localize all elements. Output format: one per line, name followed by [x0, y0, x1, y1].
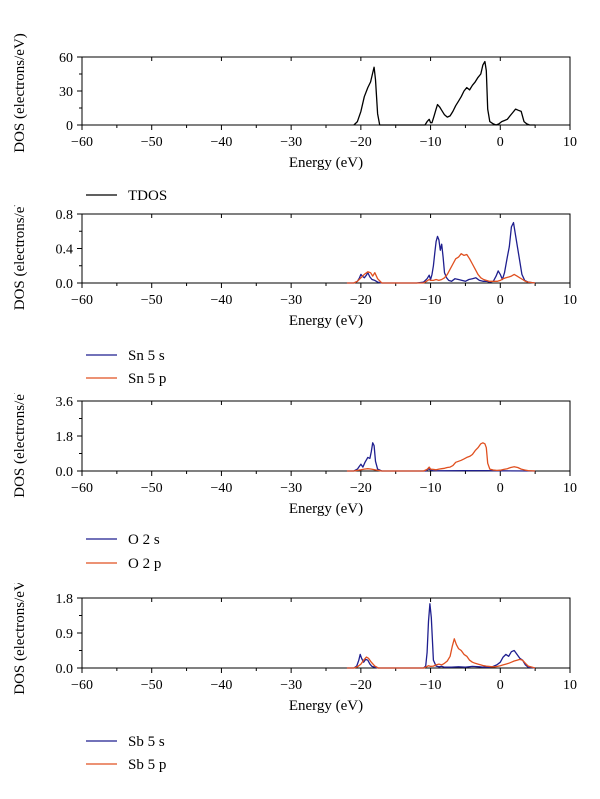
x-tick-label: 0: [497, 678, 504, 693]
x-tick-label: −20: [350, 293, 372, 308]
x-tick-label: −10: [420, 135, 442, 150]
legend-label: Sn 5 s: [128, 348, 165, 364]
tdos-chart: −60 −50 −40 −30 −20 −10 0 10 0 30 60 Energy (eV) DOS…: [12, 33, 577, 204]
plot-frame: [81, 56, 571, 126]
y-tick-label: 0.0: [56, 277, 74, 292]
x-tick-label: −50: [141, 293, 163, 308]
x-tick-label: 10: [563, 678, 577, 693]
y-tick-label: 0.0: [56, 465, 74, 480]
sn-pdos-chart: −60 −50 −40 −30 −20 −10 0 10 0.0 0.4 0.8 Energy (eV…: [12, 191, 577, 387]
x-tick-label: −30: [280, 481, 302, 496]
x-axis-label: Energy (eV): [289, 698, 363, 714]
y-tick-label: 0.9: [56, 627, 74, 642]
o-pdos-chart: −60 −50 −40 −30 −20 −10 0 10 0.0 1.8 3.6 Energy (eV…: [12, 378, 577, 572]
series-line-o-2-p: [346, 442, 536, 472]
x-tick-label: −40: [210, 135, 232, 150]
y-axis-label: DOS (electrons/eV): [12, 205, 28, 310]
plot-frame: [81, 400, 571, 472]
y-axis-label: DOS (electrons/eV): [12, 33, 28, 153]
y-tick-label: 0.4: [56, 243, 74, 258]
y-tick-label: 60: [59, 51, 73, 66]
sb-pdos-chart: −60 −50 −40 −30 −20 −10 0 10 0.0 0.9 1.8 Energy (eV…: [12, 575, 577, 773]
legend-label: O 2 p: [128, 556, 161, 572]
x-tick-label: −60: [71, 135, 93, 150]
x-axis-label: Energy (eV): [289, 155, 363, 171]
legend-label: O 2 s: [128, 532, 160, 548]
series-line-sn-5-p: [346, 253, 536, 284]
x-tick-label: −30: [280, 293, 302, 308]
legend-label: Sb 5 p: [128, 757, 166, 773]
series-line-sb-5-p: [346, 638, 536, 669]
sn-pdos-panel: −60 −50 −40 −30 −20 −10 0 10 0.0 0.4 0.8 Energy (eV…: [0, 191, 600, 393]
x-tick-label: 0: [497, 481, 504, 496]
y-tick-label: 1.8: [56, 592, 74, 607]
x-tick-label: −50: [141, 678, 163, 693]
series-line-sb-5-s: [346, 603, 536, 669]
x-tick-label: −60: [71, 293, 93, 308]
y-tick-label: 3.6: [56, 395, 74, 410]
x-tick-label: −20: [350, 481, 372, 496]
y-tick-label: 0.8: [56, 208, 74, 223]
x-tick-label: 10: [563, 293, 577, 308]
x-tick-label: 10: [563, 481, 577, 496]
y-tick-label: 0.0: [56, 662, 74, 677]
plot-frame: [81, 597, 571, 669]
x-axis-label: Energy (eV): [289, 501, 363, 517]
series-line-tdos: [353, 60, 536, 126]
x-tick-label: −60: [71, 678, 93, 693]
x-axis-label: Energy (eV): [289, 313, 363, 329]
x-tick-label: −30: [280, 678, 302, 693]
series-line-sn-5-s: [346, 221, 536, 284]
legend-label: TDOS: [128, 188, 167, 204]
y-axis-label: DOS (electrons/eV): [12, 393, 28, 498]
x-tick-label: −10: [420, 678, 442, 693]
x-tick-label: −50: [141, 481, 163, 496]
x-tick-label: −40: [210, 678, 232, 693]
x-tick-label: −60: [71, 481, 93, 496]
y-tick-label: 30: [59, 85, 73, 100]
x-tick-label: 0: [497, 135, 504, 150]
x-tick-label: −40: [210, 481, 232, 496]
x-tick-label: −20: [350, 678, 372, 693]
legend-label: Sn 5 p: [128, 371, 166, 387]
o-pdos-panel: −60 −50 −40 −30 −20 −10 0 10 0.0 1.8 3.6 Energy (eV…: [0, 378, 600, 583]
x-tick-label: −10: [420, 293, 442, 308]
x-tick-label: −10: [420, 481, 442, 496]
x-tick-label: −40: [210, 293, 232, 308]
legend-label: Sb 5 s: [128, 734, 165, 750]
x-tick-label: −50: [141, 135, 163, 150]
y-tick-label: 0: [66, 119, 73, 134]
y-tick-label: 1.8: [56, 430, 74, 445]
x-tick-label: −20: [350, 135, 372, 150]
x-tick-label: −30: [280, 135, 302, 150]
series-line-o-2-s: [346, 442, 536, 472]
sb-pdos-panel: −60 −50 −40 −30 −20 −10 0 10 0.0 0.9 1.8 Energy (eV…: [0, 575, 600, 794]
y-axis-label: DOS (electrons/eV): [12, 583, 28, 695]
tdos-panel: −60 −50 −40 −30 −20 −10 0 10 0 30 60 Energy (eV) DOS…: [0, 0, 600, 205]
x-tick-label: 0: [497, 293, 504, 308]
x-tick-label: 10: [563, 135, 577, 150]
